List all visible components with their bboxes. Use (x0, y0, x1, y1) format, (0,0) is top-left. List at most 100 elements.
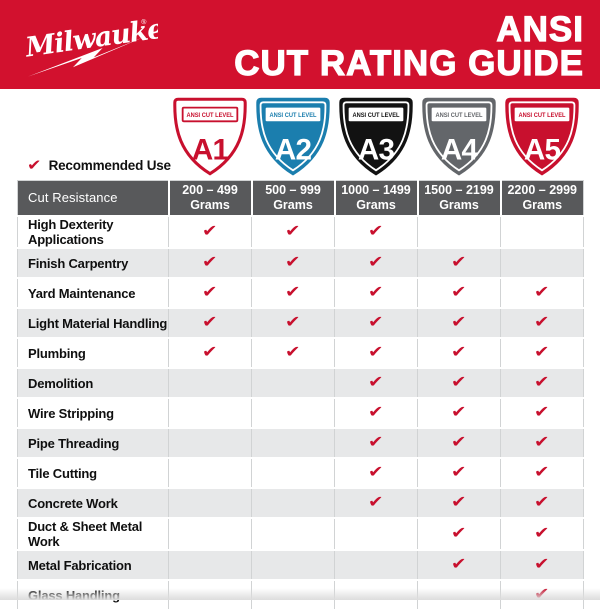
row-label: Light Material Handling (17, 308, 169, 339)
check-icon: ✔ (368, 282, 384, 301)
check-icon: ✔ (534, 523, 550, 542)
rating-cell: ✔ (251, 278, 335, 309)
rating-cell: ✔ (168, 248, 252, 279)
rating-cell: ✔ (334, 338, 418, 369)
milwaukee-logo: Milwaukee ® (18, 8, 182, 82)
row-label: Tile Cutting (17, 458, 169, 489)
rating-cell: ✔ (334, 368, 418, 399)
rating-cell: ✔ (500, 580, 584, 611)
shield-level-label: A4 (440, 133, 478, 166)
row-label: Demolition (17, 368, 169, 399)
rating-cell (417, 216, 501, 249)
column-header-level-4: 1500 – 2199 Grams (417, 180, 502, 217)
rating-cell: ✔ (334, 398, 418, 429)
row-label: Concrete Work (17, 488, 169, 519)
rating-cell: ✔ (417, 458, 501, 489)
cut-level-shield-a4: ANSI CUT LEVEL A4 (417, 97, 500, 176)
row-label: Pipe Threading (17, 428, 169, 459)
table-row: Yard Maintenance ✔ ✔ ✔ ✔ ✔ (17, 278, 584, 309)
rating-cell: ✔ (334, 216, 418, 249)
check-icon: ✔ (285, 312, 301, 331)
gram-unit: Grams (439, 198, 479, 212)
cut-level-shield-a3: ANSI CUT LEVEL A3 (334, 97, 417, 176)
rating-cell: ✔ (417, 308, 501, 339)
check-icon: ✔ (202, 312, 218, 331)
gram-range: 1000 – 1499 (341, 183, 411, 197)
check-icon: ✔ (534, 312, 550, 331)
rating-cell: ✔ (500, 368, 584, 399)
rating-cell: ✔ (168, 308, 252, 339)
table-row: Plumbing ✔ ✔ ✔ ✔ ✔ (17, 338, 584, 369)
check-icon: ✔ (285, 221, 301, 240)
rating-cell: ✔ (417, 550, 501, 581)
registered-mark: ® (141, 17, 148, 26)
rating-cell: ✔ (417, 398, 501, 429)
check-icon: ✔ (451, 462, 467, 481)
table-row: Light Material Handling ✔ ✔ ✔ ✔ ✔ (17, 308, 584, 339)
row-label: Glass Handling (17, 580, 169, 611)
rating-cell: ✔ (500, 398, 584, 429)
rating-cell: ✔ (251, 216, 335, 249)
rating-cell: ✔ (251, 338, 335, 369)
table-row: Tile Cutting ✔ ✔ ✔ (17, 458, 584, 489)
table-row: Finish Carpentry ✔ ✔ ✔ ✔ (17, 248, 584, 279)
rating-cell (417, 580, 501, 611)
header-banner: Milwaukee ® ANSI CUT RATING GUIDE (0, 0, 600, 89)
rating-cell (168, 398, 252, 429)
rating-cell: ✔ (251, 308, 335, 339)
rating-cell: ✔ (417, 248, 501, 279)
rating-cell (251, 488, 335, 519)
table-row: Metal Fabrication ✔ ✔ (17, 550, 584, 581)
gram-unit: Grams (522, 198, 563, 212)
check-icon: ✔ (451, 342, 467, 361)
rating-cell: ✔ (500, 278, 584, 309)
rating-cell: ✔ (334, 428, 418, 459)
page-title: ANSI CUT RATING GUIDE (234, 11, 584, 81)
milwaukee-logo-icon: Milwaukee ® (23, 11, 182, 77)
rating-cell: ✔ (168, 338, 252, 369)
check-icon: ✔ (202, 342, 218, 361)
row-label: High Dexterity Applications (17, 216, 169, 249)
rating-cell: ✔ (500, 550, 584, 581)
check-icon: ✔ (451, 432, 467, 451)
row-label: Wire Stripping (17, 398, 169, 429)
shield-badge-icon: ANSI CUT LEVEL A4 (421, 97, 496, 176)
shield-banner-label: ANSI CUT LEVEL (518, 112, 565, 119)
rating-cell (251, 518, 335, 551)
check-icon: ✔ (451, 402, 467, 421)
check-icon: ✔ (368, 402, 384, 421)
rating-cell: ✔ (417, 368, 501, 399)
check-icon: ✔ (534, 554, 550, 573)
rating-cell (334, 518, 418, 551)
column-header-level-5: 2200 – 2999 Grams (500, 180, 584, 217)
column-header-level-1: 200 – 499 Grams (168, 180, 253, 217)
shield-banner-label: ANSI CUT LEVEL (269, 112, 316, 119)
rating-cell (334, 550, 418, 581)
rating-cell: ✔ (500, 488, 584, 519)
check-icon: ✔ (451, 523, 467, 542)
gram-range: 500 – 999 (265, 183, 321, 197)
shield-banner-label: ANSI CUT LEVEL (435, 112, 482, 119)
check-icon: ✔ (534, 584, 550, 603)
rating-cell: ✔ (334, 488, 418, 519)
gram-unit: Grams (190, 198, 230, 212)
check-icon: ✔ (285, 342, 301, 361)
check-icon: ✔ (534, 282, 550, 301)
check-icon: ✔ (368, 221, 384, 240)
check-icon: ✔ (202, 282, 218, 301)
rating-cell: ✔ (500, 308, 584, 339)
rating-cell (251, 458, 335, 489)
shield-level-label: A2 (274, 133, 311, 166)
cut-rating-table: Cut Resistance 200 – 499 Grams 500 – 999 Gr… (17, 180, 584, 611)
shield-level-label: A3 (357, 133, 394, 166)
legend-recommended-use: ✔ Recommended Use (27, 158, 171, 174)
shield-banner-label: ANSI CUT LEVEL (352, 112, 399, 119)
check-icon: ✔ (451, 252, 467, 271)
check-icon: ✔ (285, 282, 301, 301)
rating-cell (168, 458, 252, 489)
rating-cell: ✔ (417, 278, 501, 309)
table-header-row: Cut Resistance 200 – 499 Grams 500 – 999 Gr… (17, 180, 584, 217)
column-header-cut-resistance: Cut Resistance (17, 180, 170, 217)
rating-cell (168, 550, 252, 581)
rating-cell (251, 368, 335, 399)
